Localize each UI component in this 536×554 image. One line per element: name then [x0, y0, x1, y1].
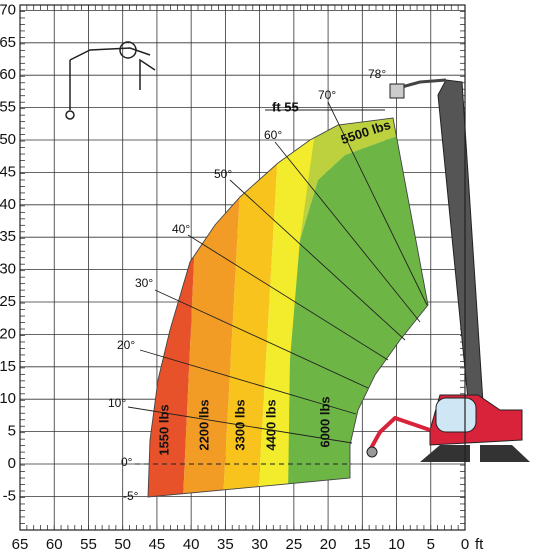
angle-label: 60° — [264, 128, 282, 142]
boom — [437, 79, 485, 421]
x-tick-label: 35 — [217, 536, 234, 553]
angle-label: 30° — [135, 276, 153, 290]
x-tick-label: 10 — [388, 536, 405, 553]
load-label: 2200 lbs — [196, 399, 211, 450]
x-tick-label: 30 — [251, 536, 268, 553]
x-tick-label: 65 — [12, 536, 29, 553]
angle-label: 78° — [368, 67, 386, 81]
y-tick-label: 45 — [0, 163, 16, 180]
angle-line — [127, 406, 353, 444]
icon-arm — [139, 58, 156, 90]
angle-lines — [127, 101, 428, 465]
icon-hook — [65, 110, 75, 120]
y-tick-label: 20 — [0, 325, 16, 342]
y-tick-label: 70 — [0, 1, 16, 18]
y-tick-label: 65 — [0, 34, 16, 51]
icon — [65, 41, 156, 120]
x-tick-label: 0 — [461, 536, 469, 553]
boom-tip — [397, 78, 447, 90]
icon-boom — [69, 47, 151, 61]
leg — [480, 445, 530, 462]
angle-labels: -5° 0° 10° 20° 30° 40° 50° 60° 70° 78° — [108, 67, 386, 503]
zone — [223, 150, 278, 497]
load-label: 1550 lbs — [156, 404, 171, 455]
x-tick-label: 55 — [80, 536, 97, 553]
x-tick-label: 5 — [427, 536, 435, 553]
jib — [368, 415, 431, 451]
load-label: 3300 lbs — [232, 399, 247, 450]
zone — [288, 135, 428, 497]
load-label: 4400 lbs — [263, 399, 278, 450]
hook — [366, 446, 378, 458]
y-tick-label: 10 — [0, 390, 16, 407]
y-tick-label: 35 — [0, 228, 16, 245]
x-tick-label: 20 — [320, 536, 337, 553]
angle-line — [139, 349, 357, 415]
y-tick-label: 60 — [0, 66, 16, 83]
frame — [19, 4, 466, 531]
angle-line — [154, 289, 369, 389]
x-tick-label: 25 — [286, 536, 303, 553]
leg — [420, 445, 470, 462]
x-tick-label: 40 — [183, 536, 200, 553]
angle-line — [274, 141, 421, 323]
y-tick-label: 50 — [0, 131, 16, 148]
y-tick-label: 55 — [0, 99, 16, 116]
y-tick-label: 0 — [8, 455, 16, 472]
y-tick-label: 30 — [0, 261, 16, 278]
angle-line — [327, 101, 428, 306]
angle-label: 70° — [318, 88, 336, 102]
y-tick-label: 25 — [0, 293, 16, 310]
head — [389, 83, 405, 99]
load-label: 6000 lbs — [317, 396, 332, 447]
angle-label: -5° — [123, 489, 139, 503]
y-tick-label: -5 — [3, 487, 16, 504]
machine — [366, 78, 530, 462]
angle-line — [187, 234, 389, 361]
angle-label: 0° — [121, 455, 133, 469]
cab — [435, 397, 477, 433]
y-tick-label: 40 — [0, 196, 16, 213]
x-tick-label: 50 — [114, 536, 131, 553]
y-tick-label: 5 — [8, 423, 16, 440]
x-tick-label: 60 — [46, 536, 63, 553]
angle-label: 50° — [214, 167, 232, 181]
angle-label: 40° — [172, 222, 190, 236]
x-tick-label: 45 — [149, 536, 166, 553]
x-tick-label: 15 — [354, 536, 371, 553]
angle-label: 20° — [117, 338, 135, 352]
envelope — [147, 117, 429, 498]
angle-line — [229, 179, 406, 341]
icon-winch — [119, 41, 137, 59]
zone — [258, 130, 318, 497]
angle-label: 10° — [108, 396, 126, 410]
height-label: ft 55 — [272, 99, 299, 114]
x-unit: ft — [475, 536, 484, 553]
load-zones — [148, 118, 428, 497]
y-tick-label: 15 — [0, 358, 16, 375]
